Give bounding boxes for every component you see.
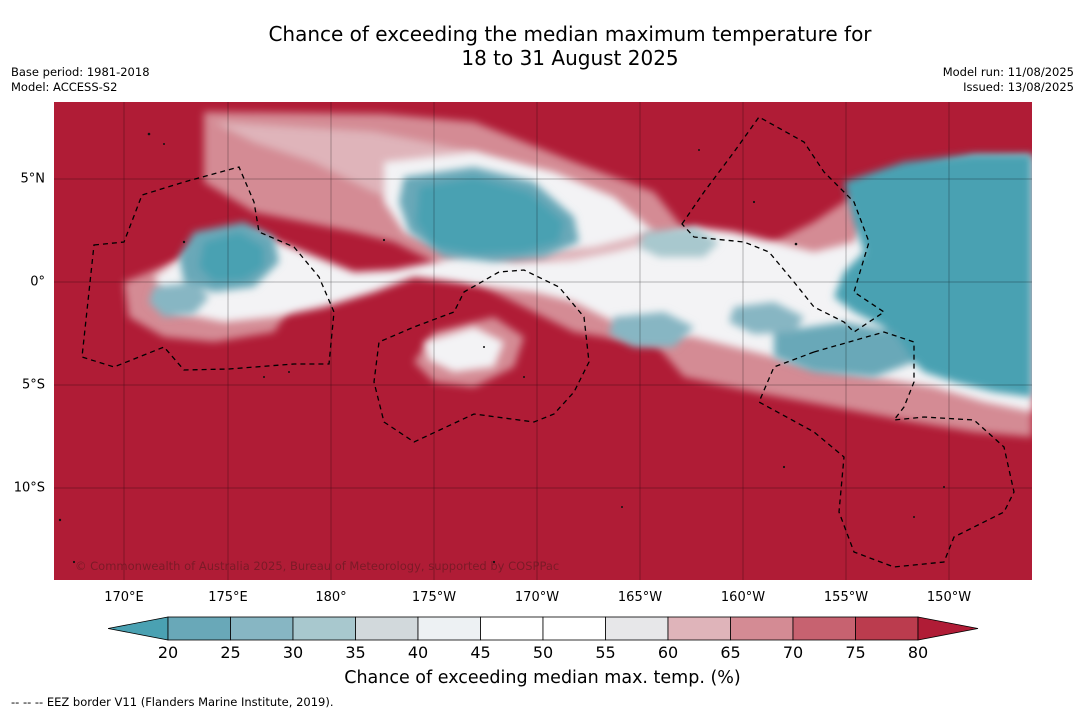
colorbar-title: Chance of exceeding median max. temp. (%… [344,668,741,688]
eez-east [758,331,1015,568]
lat-label: 0° [30,274,45,290]
colorbar-bin [292,616,356,641]
lon-label: 150°W [926,590,972,605]
colorbar-tick: 20 [157,643,179,662]
meta-left: Base period: 1981-2018 Model: ACCESS-S2 [11,65,150,95]
colorbar-bin [730,616,794,641]
model-name: Model: ACCESS-S2 [11,80,118,94]
colorbar-tick: 65 [720,643,741,662]
colorbar-bin [792,616,856,641]
island-specks [58,132,945,564]
colorbar-tick: 30 [282,643,304,662]
colorbar-tick: 80 [907,643,929,662]
map-panel [54,102,1032,580]
lat-label: 5°S [21,377,45,393]
base-period: Base period: 1981-2018 [11,65,150,79]
map-title: Chance of exceeding the median maximum t… [0,22,1085,70]
eez-legend-note: -- -- -- EEZ border V11 (Flanders Marine… [11,695,334,709]
eez-line-islands [681,116,886,333]
colorbar-bin [355,616,419,641]
colorbar-tick: 45 [470,643,491,662]
south-white-patch [424,327,504,372]
colorbar-tick: 60 [657,643,679,662]
colorbar-low-arrow [108,616,169,641]
colorbar-bin [542,616,606,641]
lon-label: 180° [315,590,347,605]
southeast-pink-band [654,342,1032,437]
colorbar-bin [230,616,294,641]
model-run: Model run: 11/08/2025 [942,65,1074,79]
lon-label: 175°W [411,590,457,605]
lon-label: 160°W [720,590,766,605]
title-line-1: Chance of exceeding the median maximum t… [268,22,872,46]
colorbar-bin [167,616,231,641]
east-blue-region [834,154,1032,397]
issued-date: Issued: 13/08/2025 [963,80,1074,94]
colorbar-tick: 70 [782,643,804,662]
central-blue-patch [609,312,694,347]
eez-borders [81,116,1015,568]
colorbar-tick: 75 [845,643,866,662]
colorbar-tick: 40 [407,643,429,662]
lon-label: 165°W [617,590,663,605]
east-central-blue [729,302,804,334]
colorbar-tick: 55 [595,643,616,662]
colorbar-bin [855,616,919,641]
colorbar-bin [605,616,669,641]
west-blue-core [199,232,264,282]
meta-right: Model run: 11/08/2025 Issued: 13/08/2025 [943,65,1074,95]
blue-regions [149,154,1032,397]
eez-phoenix [373,269,590,443]
colorbar-tick: 25 [220,643,241,662]
lon-label: 170°W [514,590,560,605]
colorbar-bin [480,616,544,641]
eez-tuvalu-kiribati [81,166,335,371]
title-line-2: 18 to 31 August 2025 [461,46,679,70]
colorbar-tick: 35 [345,643,366,662]
probability-map [54,102,1032,580]
lon-label: 170°E [104,590,144,605]
lon-label: 155°W [823,590,869,605]
colorbar-tick: 50 [532,643,554,662]
colorbar-high-arrow [917,616,979,641]
copyright-notice: © Commonwealth of Australia 2025, Bureau… [75,559,560,573]
colorbar-bin [667,616,731,641]
north-blue-core [416,177,564,254]
colorbar [108,616,979,641]
lon-label: 175°E [208,590,248,605]
east-blue-shelf [774,322,914,377]
northeast-small-blue [639,227,719,257]
lat-label: 5°N [20,171,46,187]
gridlines [54,102,1032,580]
west-small-blue [149,282,209,317]
lat-label: 10°S [13,480,45,496]
colorbar-bin [417,616,481,641]
